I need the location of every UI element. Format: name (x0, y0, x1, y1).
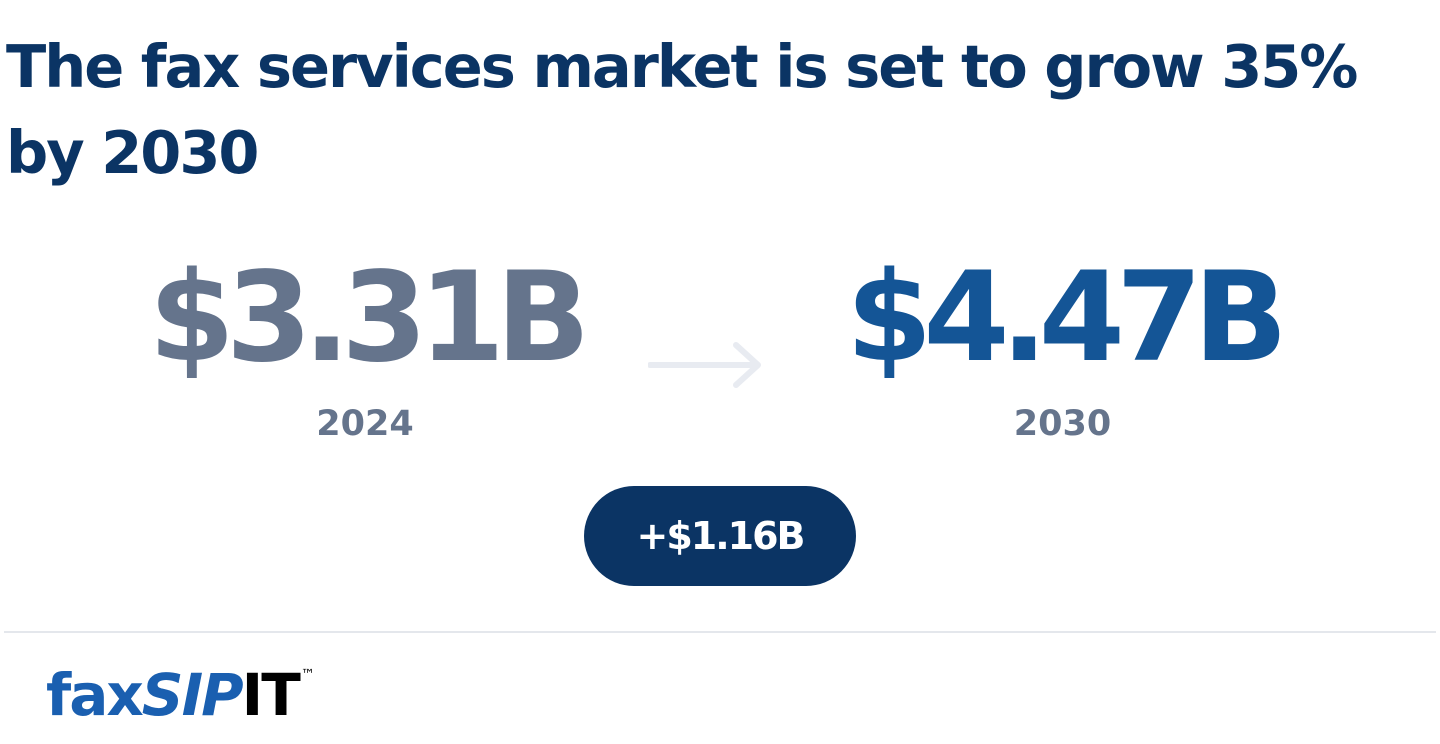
growth-badge: +$1.16B (584, 486, 856, 586)
right-arrow-icon (648, 342, 761, 388)
stat-value-start: $3.31B (148, 246, 591, 390)
stat-2030: $4.47B 2030 (800, 248, 1325, 446)
stat-2024: $3.31B 2024 (105, 248, 625, 446)
logo-fax: fax (46, 661, 144, 729)
stat-year-end: 2030 (1013, 404, 1112, 444)
stat-year-start: 2024 (316, 404, 414, 444)
logo-trademark: ™ (300, 667, 315, 683)
logo-it: IT (241, 661, 301, 729)
faxsipit-logo: fax SIP IT ™ (46, 664, 315, 726)
logo-sip: SIP (141, 661, 244, 729)
page-title: The fax services market is set to grow 3… (6, 32, 1358, 187)
stat-value-end: $4.47B (846, 246, 1288, 390)
divider (4, 631, 1436, 633)
